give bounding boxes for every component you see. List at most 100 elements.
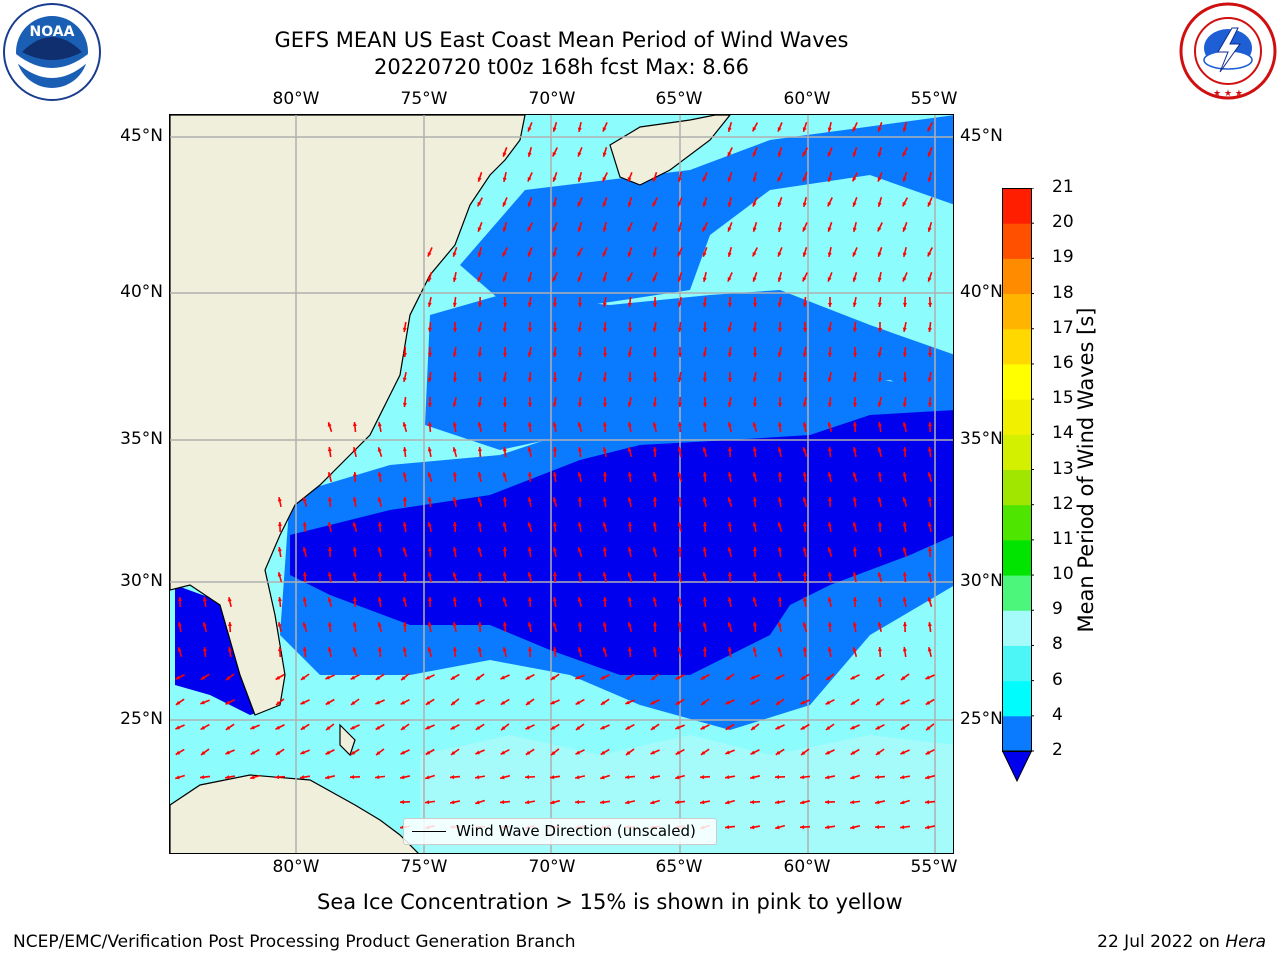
chart-title: GEFS MEAN US East Coast Mean Period of W…: [274, 28, 849, 52]
wave-direction-arrow: [852, 271, 858, 283]
wave-direction-arrow: [527, 296, 532, 308]
wave-direction-arrow: [852, 521, 858, 533]
wave-direction-arrow: [877, 521, 882, 533]
wave-direction-arrow: [477, 272, 483, 282]
wave-direction-arrow: [727, 496, 733, 508]
wave-direction-arrow: [649, 799, 661, 805]
colorbar-frame: [1002, 188, 1032, 752]
wave-direction-arrow: [774, 800, 786, 805]
wave-direction-arrow: [827, 171, 833, 183]
wave-direction-arrow: [752, 147, 758, 157]
wave-direction-arrow: [552, 621, 558, 633]
wave-direction-arrow: [352, 546, 357, 558]
wave-direction-arrow: [302, 546, 307, 558]
wave-direction-arrow: [300, 673, 310, 681]
wave-direction-arrow: [450, 723, 460, 731]
wave-direction-arrow: [652, 296, 658, 308]
wave-direction-arrow: [602, 172, 608, 182]
wave-direction-arrow: [377, 546, 382, 558]
wave-direction-arrow: [349, 774, 361, 780]
wave-direction-arrow: [452, 346, 457, 358]
wave-direction-arrow: [799, 825, 811, 830]
colorbar-tick-label: 10: [1052, 564, 1074, 585]
wave-direction-arrow: [424, 774, 436, 780]
wave-direction-arrow: [477, 321, 482, 333]
wave-direction-arrow: [727, 346, 732, 358]
wave-direction-arrow: [327, 571, 332, 583]
lon-label-top-75w: 75°W: [400, 89, 448, 109]
wave-direction-arrow: [377, 646, 382, 658]
wave-direction-arrow: [503, 296, 508, 308]
colorbar-tick-label: 2: [1052, 740, 1063, 760]
wave-direction-arrow: [677, 646, 683, 658]
wave-direction-arrow: [524, 800, 536, 805]
wave-direction-arrow: [352, 496, 357, 508]
wave-direction-arrow: [827, 272, 833, 282]
wave-direction-arrow: [727, 596, 732, 608]
wave-direction-arrow: [851, 172, 859, 182]
wave-direction-arrow: [502, 446, 507, 458]
wave-direction-arrow: [727, 471, 732, 483]
wave-direction-arrow: [925, 748, 935, 756]
wave-direction-arrow: [377, 596, 382, 608]
wave-direction-arrow: [552, 372, 558, 382]
wave-direction-arrow: [777, 471, 782, 483]
wave-direction-arrow: [652, 222, 658, 232]
footer-machine: Hera: [1225, 932, 1266, 952]
wave-direction-arrow: [575, 749, 585, 755]
wave-direction-arrow: [627, 546, 632, 558]
wave-direction-arrow: [802, 196, 807, 208]
wave-direction-arrow: [502, 197, 508, 207]
wave-direction-arrow: [502, 621, 507, 633]
wave-direction-arrow: [902, 596, 907, 608]
wave-direction-arrow: [927, 197, 933, 207]
wave-direction-arrow: [777, 371, 782, 383]
wave-direction-arrow: [902, 346, 907, 358]
wave-direction-arrow: [602, 521, 608, 533]
wave-direction-arrow: [277, 621, 282, 633]
colorbar-segment: [1002, 715, 1032, 752]
wave-direction-arrow: [827, 222, 833, 232]
wave-direction-arrow: [927, 396, 932, 408]
colorbar-segment: [1002, 539, 1032, 576]
wave-direction-arrow: [400, 673, 410, 681]
wave-direction-arrow: [899, 825, 911, 830]
wave-direction-arrow: [599, 800, 611, 805]
wave-direction-arrow: [727, 272, 733, 282]
wave-direction-arrow: [777, 596, 782, 608]
wave-direction-arrow: [727, 246, 733, 258]
wave-direction-arrow: [175, 698, 185, 706]
wave-direction-arrow: [627, 621, 633, 633]
wave-direction-arrow: [574, 775, 586, 780]
wave-direction-arrow: [877, 371, 882, 383]
wave-direction-arrow: [175, 674, 185, 680]
wave-direction-arrow: [652, 446, 657, 458]
colorbar-segment: [1002, 328, 1032, 365]
colorbar-tick-label: 13: [1052, 458, 1074, 479]
wave-direction-arrow: [602, 496, 607, 508]
wave-direction-arrow: [577, 321, 582, 333]
colorbar-tick-label: 20: [1052, 212, 1074, 233]
wave-direction-arrow: [552, 646, 557, 658]
wave-direction-arrow: [449, 775, 461, 780]
wave-direction-arrow: [927, 546, 932, 558]
wave-direction-arrow: [552, 496, 558, 508]
wave-direction-arrow: [902, 371, 908, 383]
wave-direction-arrow: [677, 596, 683, 608]
wave-direction-arrow: [802, 246, 808, 258]
wave-direction-arrow: [526, 222, 534, 232]
wave-direction-arrow: [800, 699, 810, 705]
wave-direction-arrow: [775, 748, 785, 756]
wave-direction-arrow: [302, 496, 308, 508]
colorbar-segment: [1002, 469, 1032, 506]
colorbar: [1001, 187, 1034, 783]
wave-direction-arrow: [827, 646, 832, 658]
wave-direction-arrow: [750, 749, 760, 755]
wave-direction-arrow: [677, 346, 683, 358]
wave-direction-arrow: [927, 321, 932, 333]
wave-direction-arrow: [525, 724, 535, 730]
wave-direction-arrow: [499, 800, 511, 805]
wave-direction-arrow: [927, 371, 932, 383]
wave-direction-arrow: [402, 346, 407, 358]
wave-direction-arrow: [502, 521, 507, 533]
